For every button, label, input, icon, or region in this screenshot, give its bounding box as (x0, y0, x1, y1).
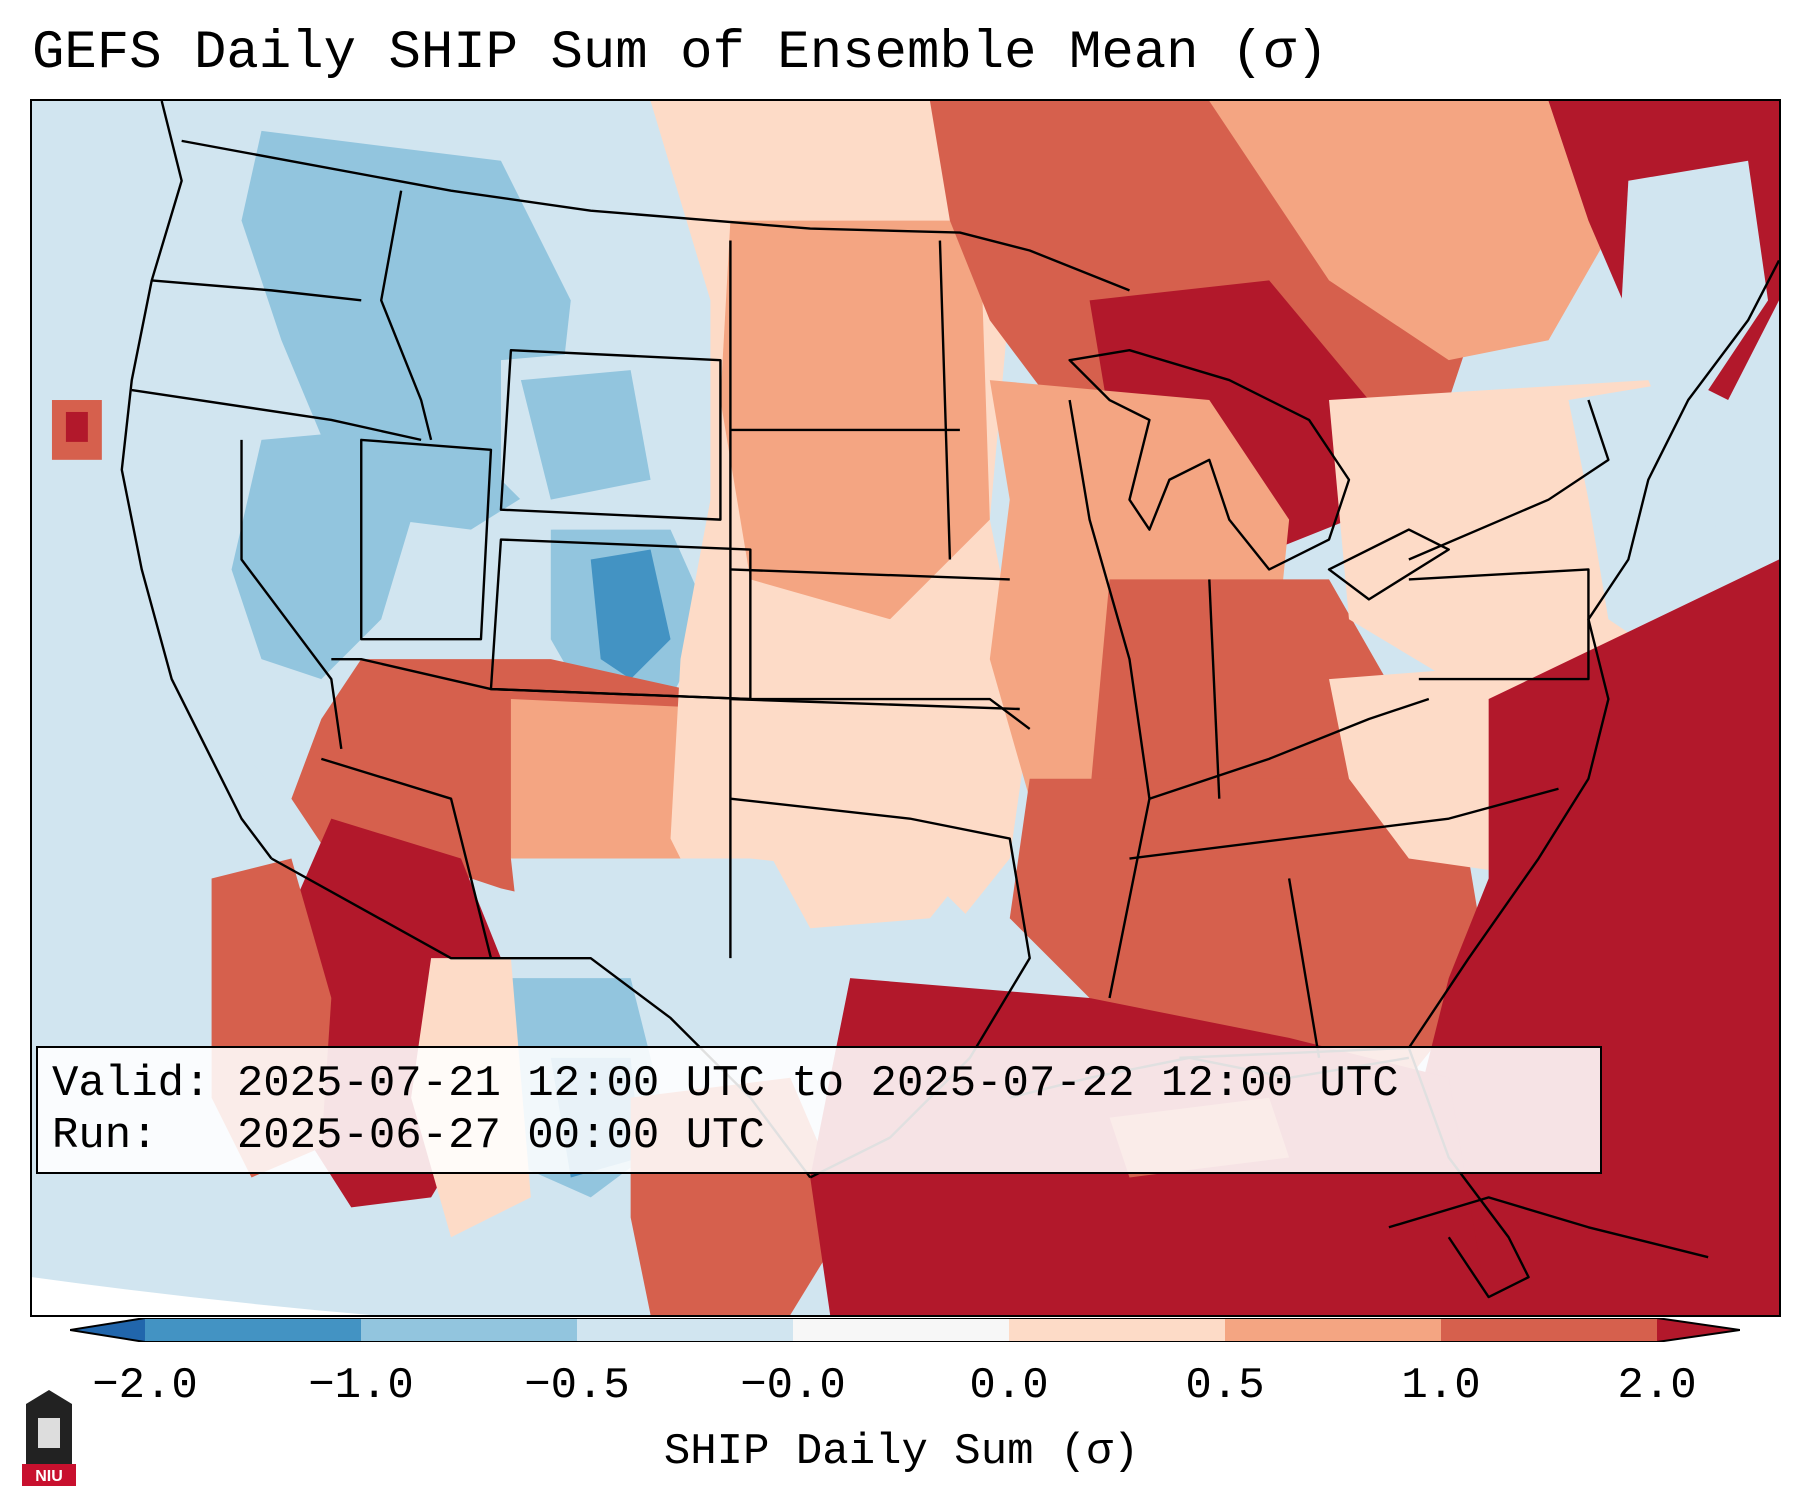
us-west-coast (120, 101, 273, 860)
nebraska-kansas (730, 568, 1010, 581)
minnesota-iowa (938, 240, 952, 560)
cuba-outline (1388, 1196, 1709, 1259)
region-wyoming-blue (520, 370, 651, 500)
nevada-south (240, 439, 343, 750)
colorbar-bin-2 (361, 1318, 577, 1342)
colorbar-bin-4 (793, 1318, 1009, 1342)
tennessee-border (1129, 787, 1559, 860)
oregon-south (131, 388, 422, 442)
colorbar-tick-label: −0.5 (524, 1361, 630, 1411)
colorbar-tick-label: −2.0 (92, 1361, 198, 1411)
colorbar-tick-label: −1.0 (308, 1361, 414, 1411)
colorbar-extend-low (70, 1318, 145, 1342)
colorbar-ticks: −2.0 −1.0 −0.5 −0.0 0.0 0.5 1.0 2.0 (0, 1360, 1803, 1420)
colorbar-bin-5 (1009, 1318, 1225, 1342)
new-york-border (1408, 399, 1610, 561)
colorbar-tick-label: 0.0 (969, 1361, 1049, 1411)
four-corners-border (331, 657, 1031, 730)
valid-time-text: Valid: 2025-07-21 12:00 UTC to 2025-07-2… (52, 1059, 1399, 1109)
washington-oregon (151, 279, 362, 302)
pennsylvania-box (1408, 568, 1590, 681)
great-lakes-outline (1068, 348, 1351, 571)
lake-erie (1327, 528, 1450, 601)
valid-run-info-box: Valid: 2025-07-21 12:00 UTC to 2025-07-2… (36, 1046, 1602, 1174)
region-idaho-blue (241, 130, 571, 530)
region-colorado-dark (590, 549, 671, 680)
region-dakotas-salmon (720, 220, 990, 620)
logo-roof (26, 1390, 72, 1404)
colorbar-tick-label: −0.0 (740, 1361, 846, 1411)
region-utah-blue (231, 429, 412, 680)
region-maritimes-lightblue (1618, 160, 1769, 420)
state-borders (120, 101, 1779, 1299)
wyoming-box (499, 348, 722, 521)
colorbar-label: SHIP Daily Sum (σ) (663, 1427, 1140, 1477)
utah-box (360, 438, 493, 641)
region-kansas-peach (750, 619, 1010, 929)
colorbar-tick-label: 0.5 (1185, 1361, 1265, 1411)
kansas-oklahoma (730, 697, 1020, 711)
logo-text: NIU (35, 1468, 63, 1485)
colorbar-bin-6 (1225, 1318, 1441, 1342)
colorbar-tick-label: 1.0 (1401, 1361, 1481, 1411)
colorbar-bin-7 (1441, 1318, 1657, 1342)
colorbar-bin-3 (577, 1318, 793, 1342)
colorbar-tick-label: 2.0 (1617, 1361, 1697, 1411)
colorbar-bin-1 (145, 1318, 361, 1342)
logo-window (38, 1418, 60, 1448)
arizona-border (320, 757, 493, 959)
region-southeast-red (1009, 778, 1489, 1078)
mississippi-river (1068, 399, 1151, 999)
region-canada-salmon (1209, 101, 1629, 361)
run-time-text: Run: 2025-06-27 00:00 UTC (52, 1111, 765, 1161)
us-canada-border (181, 139, 1130, 292)
idaho-east (380, 190, 433, 441)
niu-logo: NIU (22, 1390, 76, 1486)
illinois-indiana (1208, 579, 1221, 799)
colorbar (70, 1318, 1740, 1342)
colorbar-extend-high (1657, 1318, 1740, 1342)
logo-banner (22, 1464, 76, 1486)
alabama-georgia (1287, 878, 1321, 1059)
pacific-hotspot-core (65, 411, 88, 442)
chart-title: GEFS Daily SHIP Sum of Ensemble Mean (σ) (32, 23, 1329, 84)
ohio-river (1149, 697, 1430, 800)
